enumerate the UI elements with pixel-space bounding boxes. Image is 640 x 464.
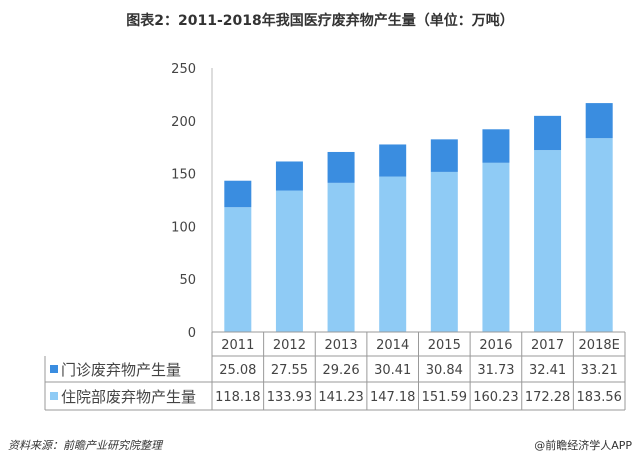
y-tick-label: 0 <box>188 326 196 341</box>
data-label: 147.18 <box>370 390 416 405</box>
data-label: 29.26 <box>322 363 359 378</box>
data-label: 133.93 <box>267 390 313 405</box>
bar-segment <box>534 150 562 332</box>
bar-segment <box>275 190 303 332</box>
bar-segment <box>430 171 458 332</box>
data-label: 31.73 <box>477 363 514 378</box>
bar-segment <box>275 161 303 191</box>
y-tick-label: 150 <box>171 168 196 183</box>
bar-segment <box>534 115 562 151</box>
x-tick-label: 2018E <box>579 338 620 353</box>
data-label: 151.59 <box>422 390 468 405</box>
x-tick-label: 2014 <box>376 338 409 353</box>
data-label: 30.41 <box>374 363 411 378</box>
x-tick-label: 2015 <box>428 338 461 353</box>
y-tick-label: 200 <box>171 115 196 130</box>
data-label: 30.84 <box>426 363 463 378</box>
legend-swatch <box>50 365 58 373</box>
bar-segment <box>327 151 355 183</box>
source-note: 资料来源：前瞻产业研究院整理 <box>8 439 162 452</box>
bar-segment <box>379 176 407 332</box>
data-label: 141.23 <box>318 390 364 405</box>
bar-segment <box>430 139 458 172</box>
bar-segment <box>379 144 407 177</box>
bar-segment <box>482 129 510 163</box>
data-label: 27.55 <box>271 363 308 378</box>
data-label: 118.18 <box>215 390 261 405</box>
legend-label: 门诊废弃物产生量 <box>61 361 181 379</box>
bar-segment <box>585 103 613 139</box>
bar-segment <box>327 182 355 332</box>
x-tick-label: 2012 <box>273 338 306 353</box>
bar-segment <box>585 138 613 332</box>
data-label: 33.21 <box>581 363 618 378</box>
data-label: 172.28 <box>525 390 571 405</box>
data-label: 32.41 <box>529 363 566 378</box>
legend-label: 住院部废弃物产生量 <box>61 388 196 406</box>
data-label: 160.23 <box>473 390 519 405</box>
x-tick-label: 2017 <box>531 338 564 353</box>
y-tick-label: 250 <box>171 62 196 77</box>
y-tick-label: 50 <box>179 273 196 288</box>
bar-segment <box>224 180 252 208</box>
chart-title: 图表2：2011-2018年我国医疗废弃物产生量（单位：万吨） <box>126 13 514 29</box>
bar-segment <box>482 162 510 332</box>
credit: @前瞻经济学人APP <box>534 439 632 452</box>
data-label: 25.08 <box>219 363 256 378</box>
bar-segment <box>224 207 252 332</box>
data-label: 183.56 <box>576 390 622 405</box>
y-tick-label: 100 <box>171 220 196 235</box>
legend-swatch <box>50 392 58 400</box>
x-tick-label: 2016 <box>479 338 512 353</box>
x-tick-label: 2011 <box>221 338 254 353</box>
x-tick-label: 2013 <box>325 338 358 353</box>
